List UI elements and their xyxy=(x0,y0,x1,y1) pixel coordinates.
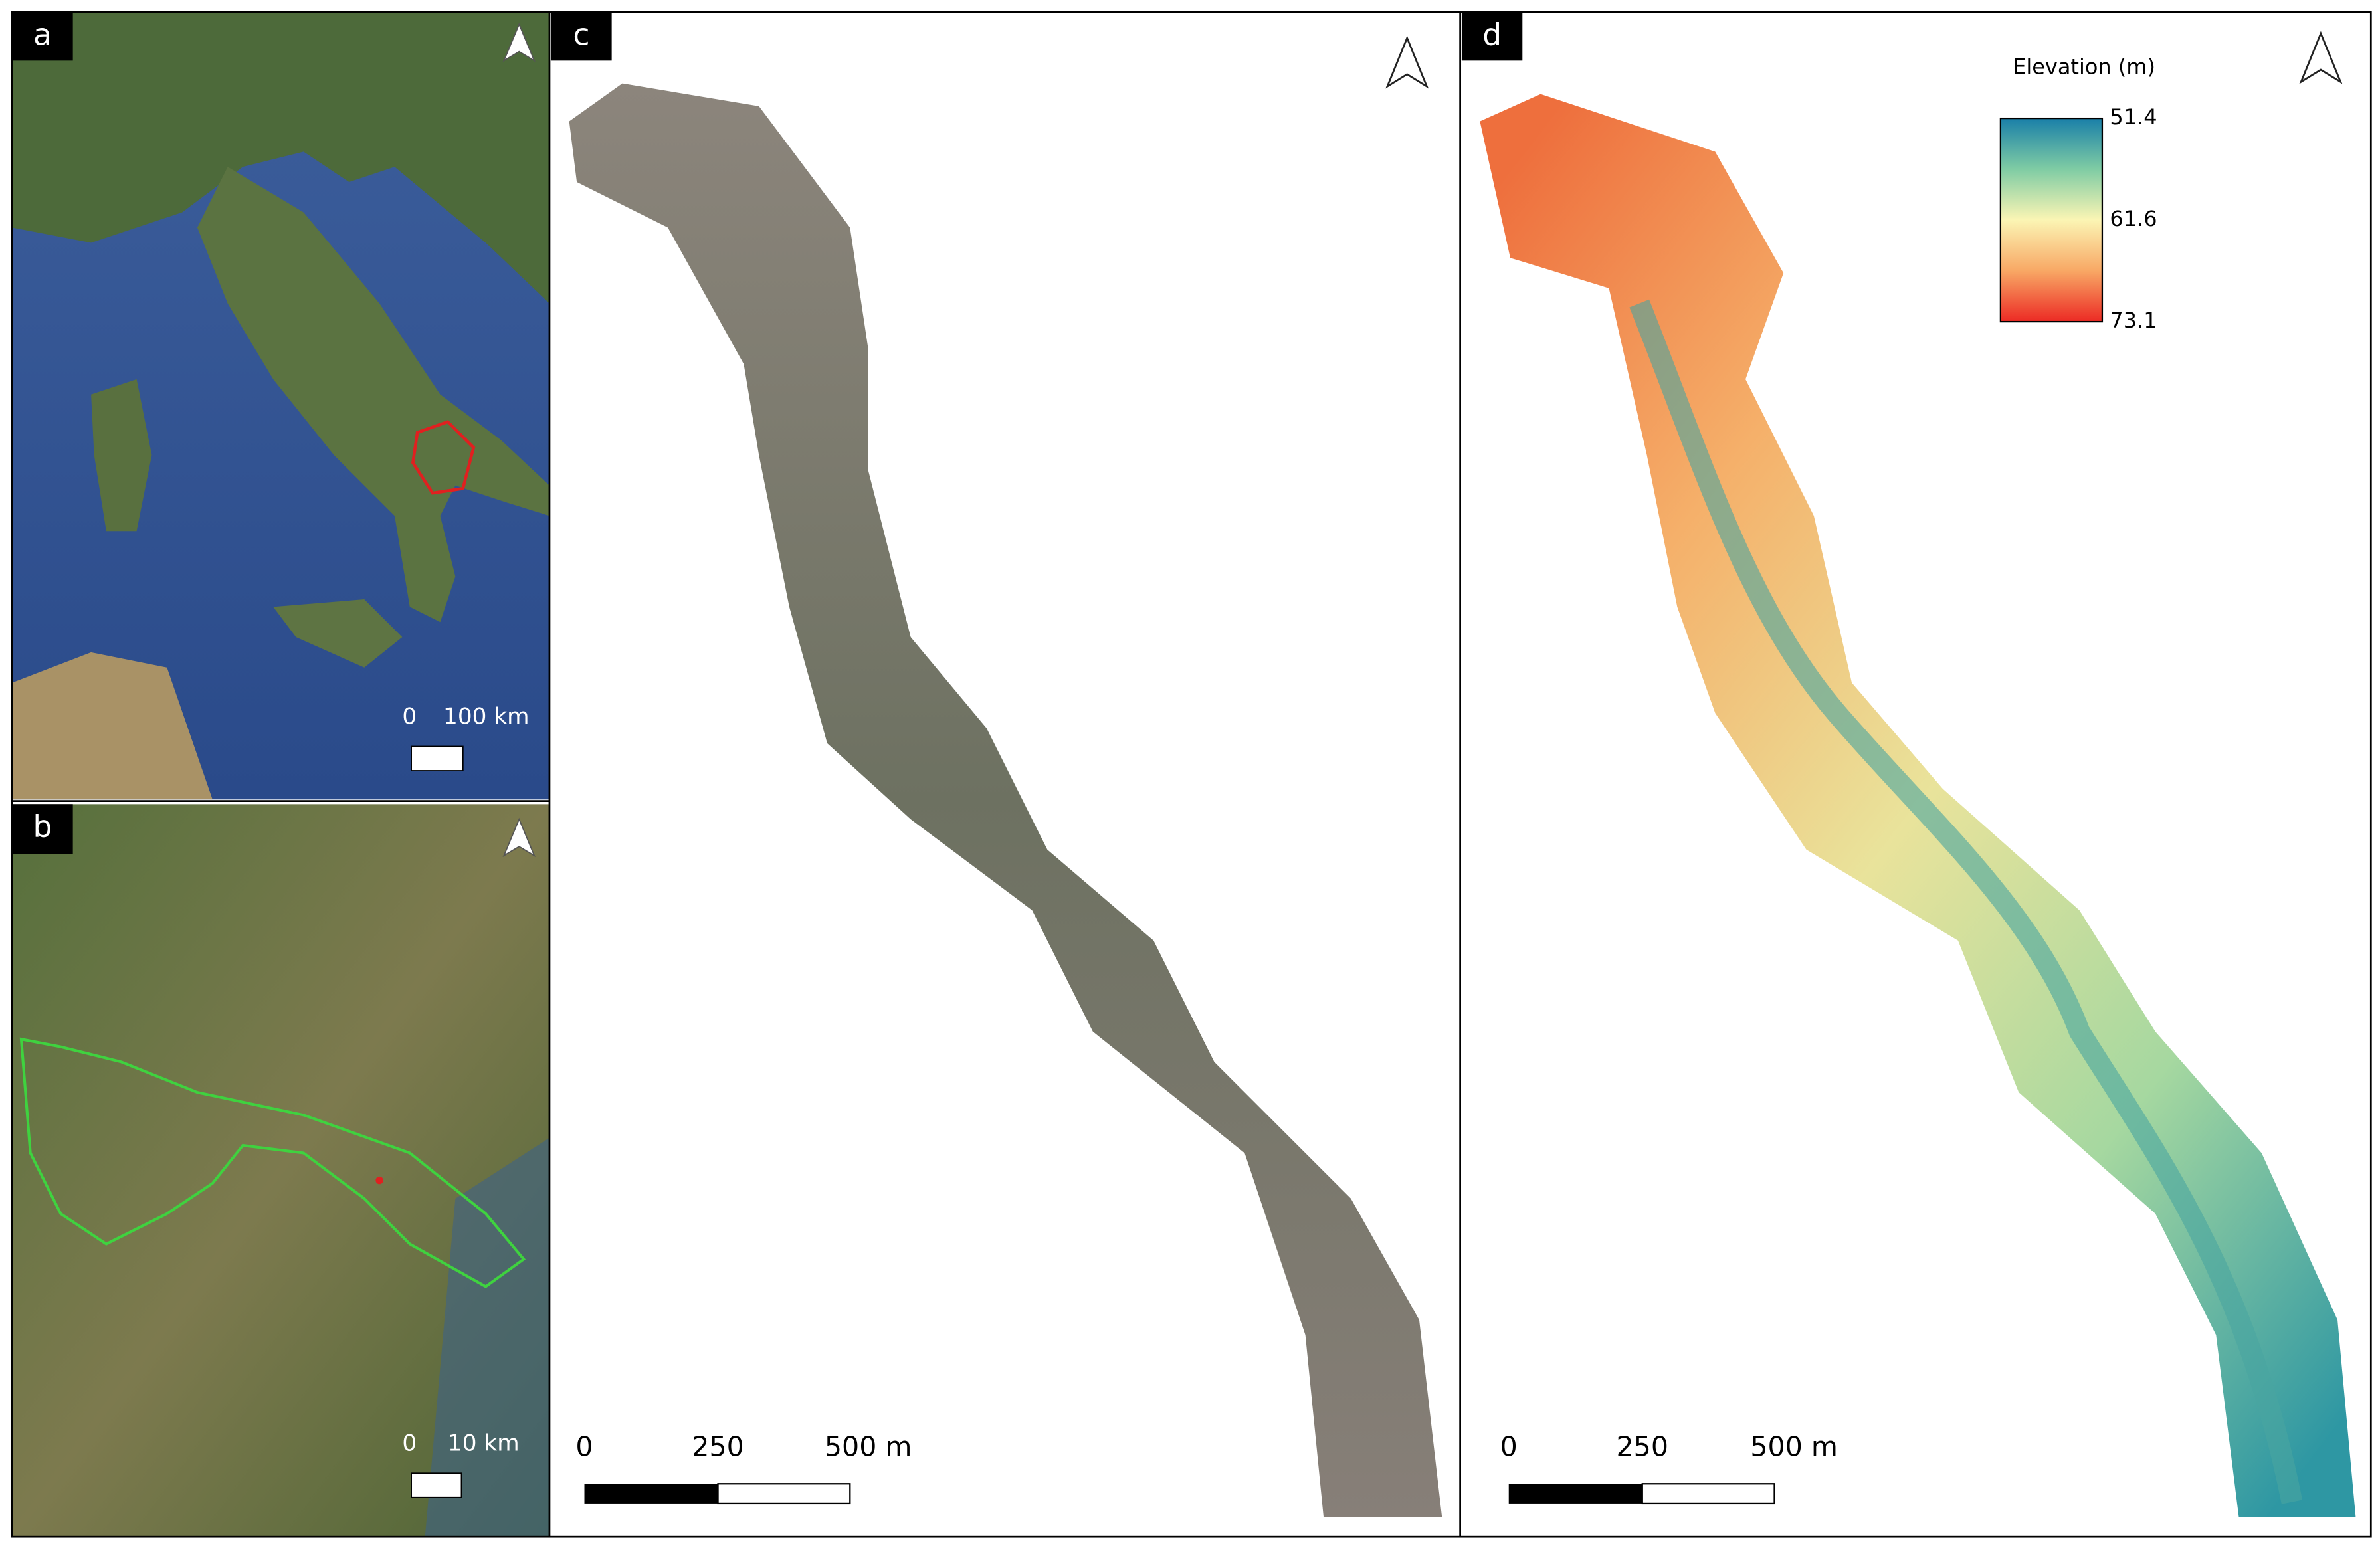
legend-colorbar xyxy=(1999,117,2104,323)
north-arrows xyxy=(502,23,2343,858)
scale-label: 250 xyxy=(692,1431,744,1463)
site-point xyxy=(375,1176,383,1185)
legend-title: Elevation (m) xyxy=(2013,54,2155,80)
scale-label: 0 xyxy=(402,1430,417,1456)
africa xyxy=(12,652,213,800)
label-box xyxy=(1461,12,1523,61)
scale-bar xyxy=(1508,1484,1642,1504)
panel-a-map xyxy=(12,12,549,800)
scale-label: 0 xyxy=(575,1431,593,1463)
scale-label: 0 xyxy=(1500,1431,1518,1463)
sardinia xyxy=(91,379,152,532)
scale-label: 100 km xyxy=(443,704,529,730)
scale-label: 0 xyxy=(402,704,417,730)
panel-label: d xyxy=(1482,17,1502,52)
scale-bar xyxy=(411,745,464,771)
label-box xyxy=(551,12,612,61)
scale-label: 500 m xyxy=(825,1431,912,1463)
scale-bar xyxy=(584,1484,718,1504)
orthophoto xyxy=(569,83,1442,1517)
sicily xyxy=(273,599,403,668)
panel-b-map xyxy=(12,804,549,1537)
panel-label: b xyxy=(33,809,52,844)
north-arrow xyxy=(502,817,536,858)
north-arrow xyxy=(2299,31,2343,84)
panel-label: c xyxy=(573,17,589,52)
italy xyxy=(197,167,549,623)
label-box xyxy=(12,804,73,854)
channel xyxy=(1629,299,2303,1504)
coast xyxy=(425,1137,549,1537)
region-outline xyxy=(411,420,476,495)
land-north xyxy=(12,12,549,304)
label-box xyxy=(12,12,73,61)
scale-bar xyxy=(717,1483,851,1505)
scale-bar xyxy=(411,1472,462,1498)
scale-label: 10 km xyxy=(448,1430,520,1456)
legend-tick: 73.1 xyxy=(2110,308,2157,333)
scale-bar xyxy=(1641,1483,1775,1505)
basin-outline xyxy=(19,1037,526,1288)
legend-tick: 51.4 xyxy=(2110,104,2157,130)
borders xyxy=(11,11,2372,1538)
north-arrow xyxy=(502,23,536,62)
frame xyxy=(11,11,2372,1538)
legend-tick: 61.6 xyxy=(2110,206,2157,231)
scale-label: 500 m xyxy=(1750,1431,1838,1463)
north-arrow xyxy=(1385,35,1429,89)
panel-label: a xyxy=(33,17,52,52)
scale-label: 250 xyxy=(1617,1431,1668,1463)
